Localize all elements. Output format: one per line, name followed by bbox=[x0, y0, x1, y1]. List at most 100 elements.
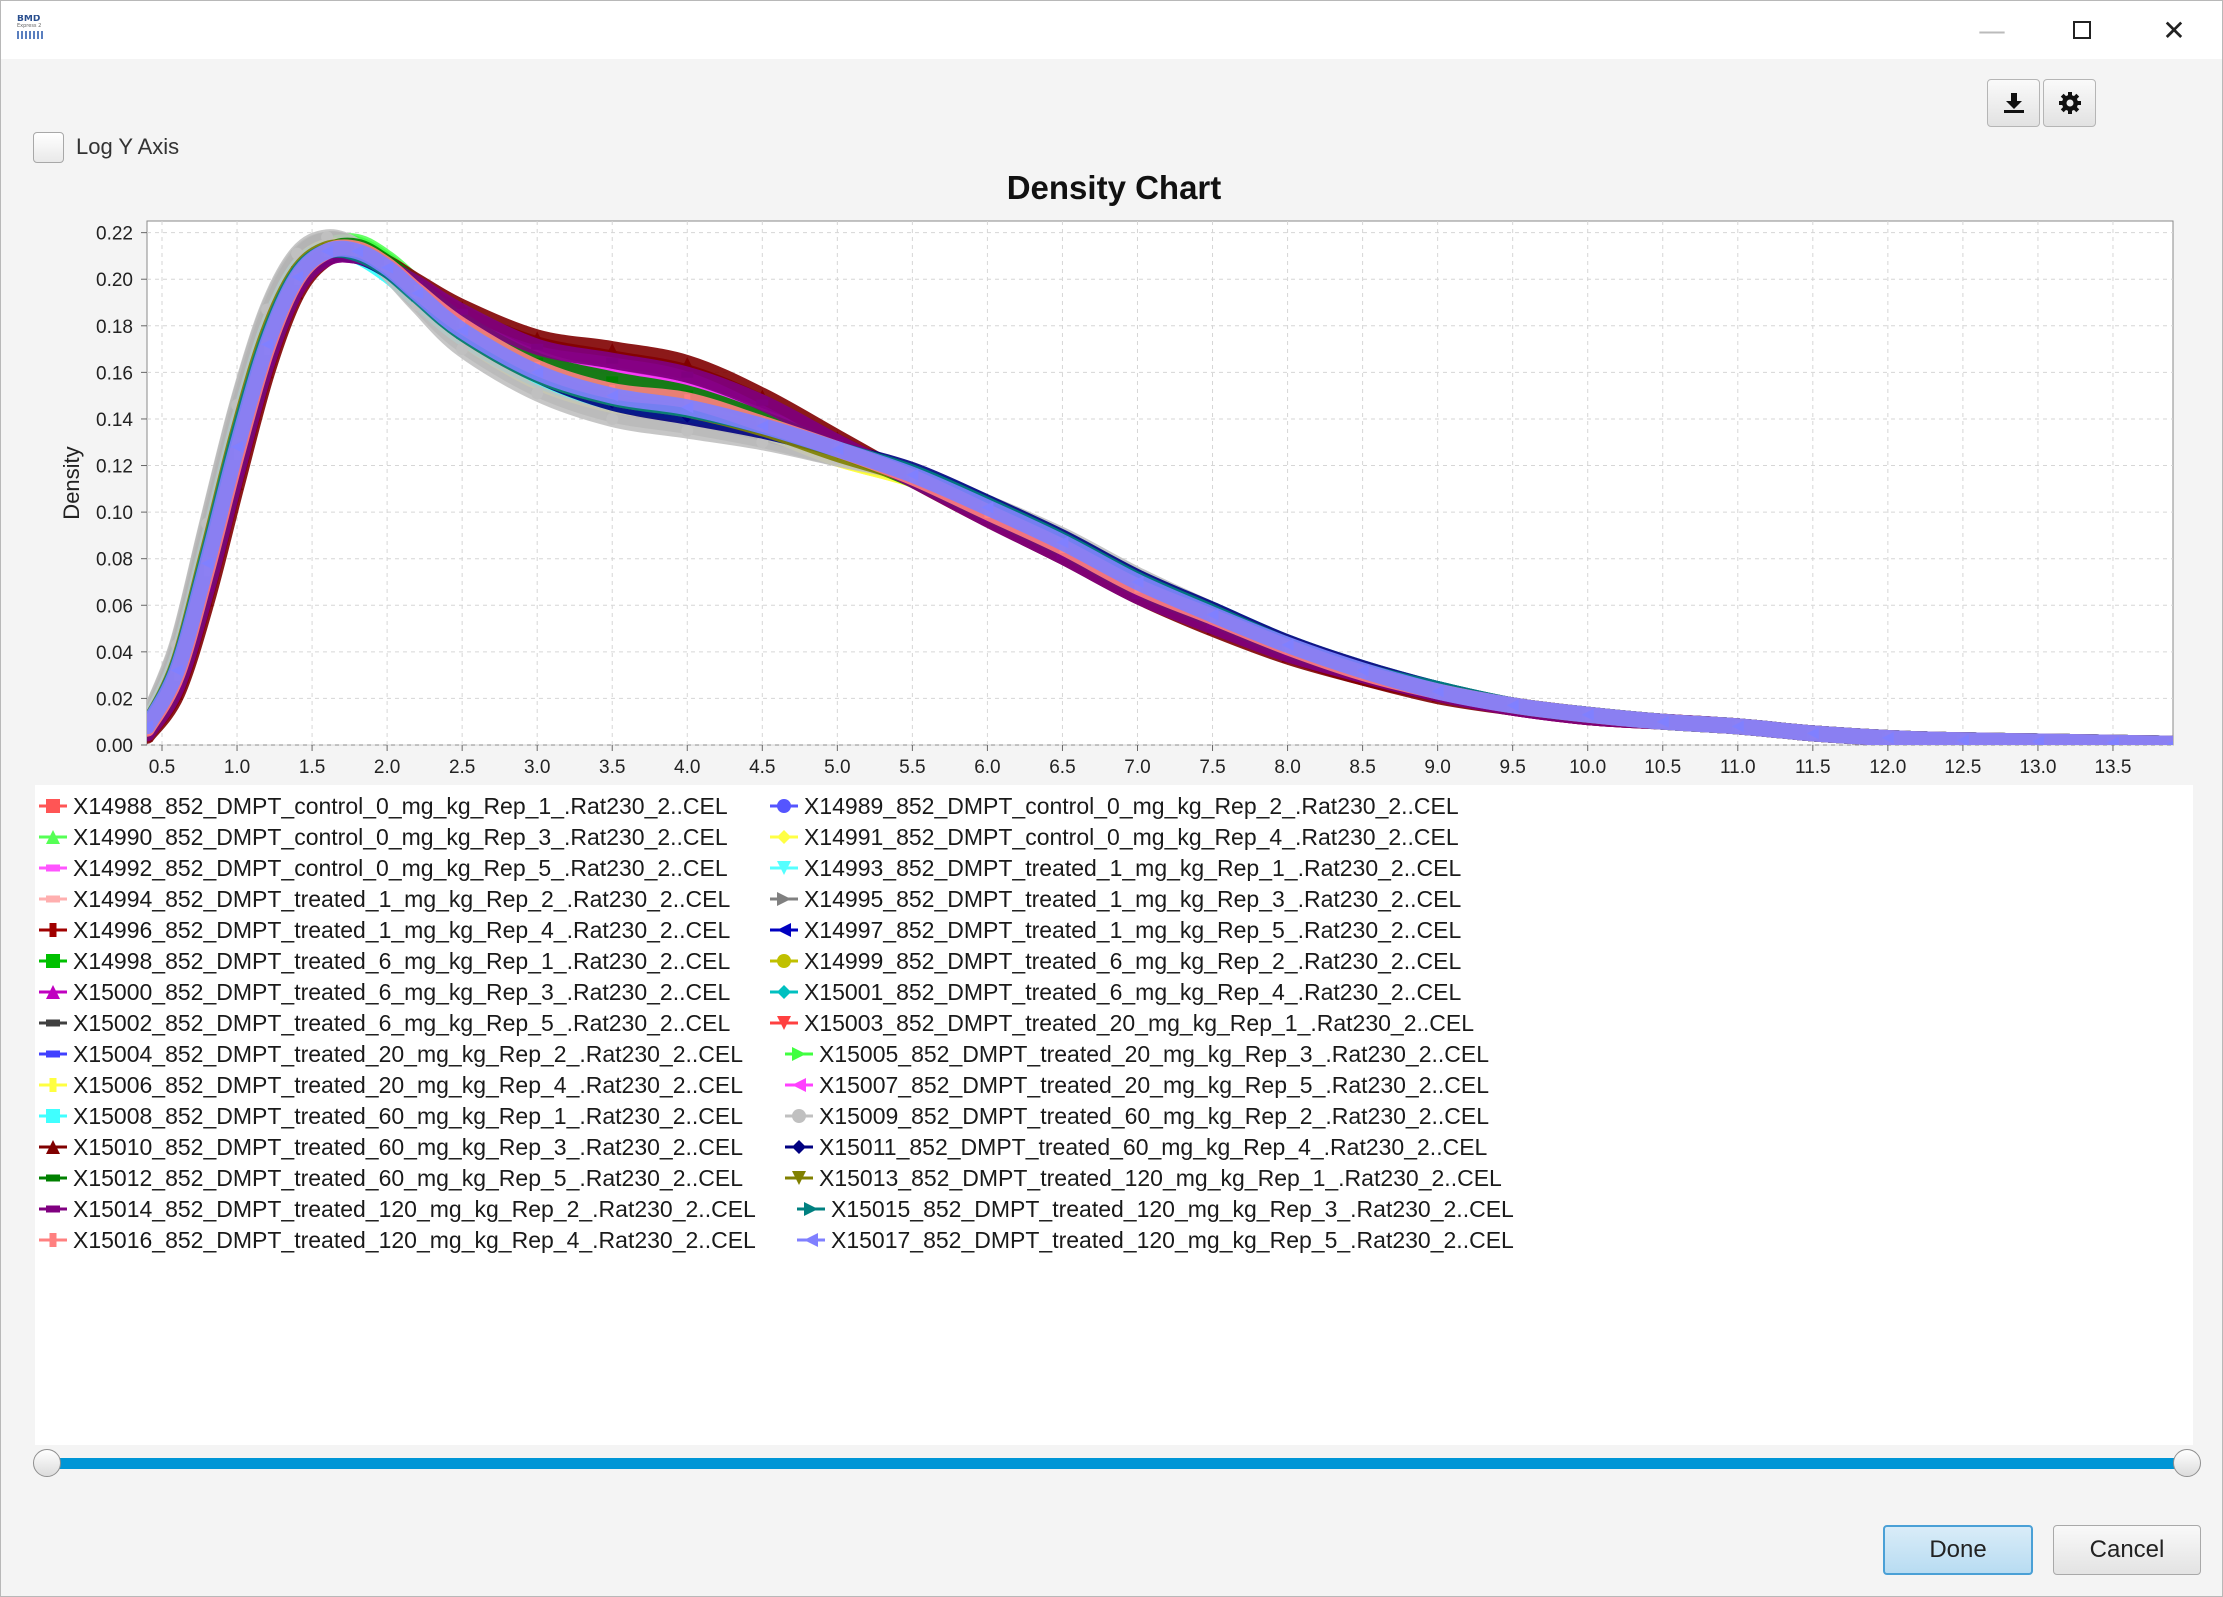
minimize-icon: — bbox=[1978, 13, 2006, 47]
y-tick-label: 0.16 bbox=[96, 363, 133, 384]
legend-marker-icon bbox=[39, 830, 67, 844]
legend-marker-icon bbox=[785, 1171, 813, 1185]
legend-item[interactable]: X14991_852_DMPT_control_0_mg_kg_Rep_4_.R… bbox=[770, 822, 1459, 852]
legend-item[interactable]: X15017_852_DMPT_treated_120_mg_kg_Rep_5_… bbox=[797, 1225, 1514, 1255]
legend-item[interactable]: X15013_852_DMPT_treated_120_mg_kg_Rep_1_… bbox=[785, 1163, 1502, 1193]
legend-item[interactable]: X14988_852_DMPT_control_0_mg_kg_Rep_1_.R… bbox=[39, 791, 728, 821]
legend-marker bbox=[777, 830, 791, 844]
chart-settings-button[interactable] bbox=[2043, 79, 2096, 127]
data-point bbox=[606, 376, 619, 383]
legend-item[interactable]: X14996_852_DMPT_treated_1_mg_kg_Rep_4_.R… bbox=[39, 915, 730, 945]
y-tick-label: 0.08 bbox=[96, 550, 133, 571]
legend-item[interactable]: X15016_852_DMPT_treated_120_mg_kg_Rep_4_… bbox=[39, 1225, 756, 1255]
legend-item[interactable]: X15010_852_DMPT_treated_60_mg_kg_Rep_3_.… bbox=[39, 1132, 743, 1162]
data-point bbox=[2167, 740, 2173, 745]
data-point bbox=[681, 371, 694, 378]
legend-label: X15001_852_DMPT_treated_6_mg_kg_Rep_4_.R… bbox=[804, 978, 1462, 1005]
x-tick-label: 10.5 bbox=[1644, 757, 1681, 778]
legend-item[interactable]: X15004_852_DMPT_treated_20_mg_kg_Rep_2_.… bbox=[39, 1039, 743, 1069]
data-point bbox=[606, 412, 619, 425]
legend-item[interactable]: X15003_852_DMPT_treated_20_mg_kg_Rep_1_.… bbox=[770, 1008, 1474, 1038]
legend-marker bbox=[46, 1019, 60, 1027]
close-button[interactable]: ✕ bbox=[2139, 7, 2209, 53]
legend-item[interactable]: X15006_852_DMPT_treated_20_mg_kg_Rep_4_.… bbox=[39, 1070, 743, 1100]
legend-item[interactable]: X15002_852_DMPT_treated_6_mg_kg_Rep_5_.R… bbox=[39, 1008, 730, 1038]
legend-item[interactable]: X15007_852_DMPT_treated_20_mg_kg_Rep_5_.… bbox=[785, 1070, 1489, 1100]
x-axis-ticks: 0.5 1.0 1.5 2.0 2.5 3.0 3.5 4.0 4.5 5.0 5.5 6.0 6.5 7… bbox=[149, 745, 2131, 778]
legend-marker bbox=[792, 1171, 806, 1185]
legend-item[interactable]: X15014_852_DMPT_treated_120_mg_kg_Rep_2_… bbox=[39, 1194, 756, 1224]
slider-track bbox=[47, 1458, 2185, 1469]
legend-label: X14992_852_DMPT_control_0_mg_kg_Rep_5_.R… bbox=[73, 854, 728, 881]
series-30 bbox=[147, 240, 2173, 745]
density-chart: Density Chart 0.000.020.040.060.080.100.… bbox=[59, 169, 2174, 778]
legend-item[interactable]: X15011_852_DMPT_treated_60_mg_kg_Rep_4_.… bbox=[785, 1132, 1487, 1162]
legend-item[interactable]: X15015_852_DMPT_treated_120_mg_kg_Rep_3_… bbox=[797, 1194, 1514, 1224]
x-tick-label: 13.0 bbox=[2019, 757, 2056, 778]
legend-marker bbox=[777, 923, 791, 937]
download-icon bbox=[2003, 93, 2024, 113]
legend-label: X15015_852_DMPT_treated_120_mg_kg_Rep_3_… bbox=[831, 1195, 1514, 1222]
export-button[interactable] bbox=[1987, 79, 2040, 127]
legend-item[interactable]: X14994_852_DMPT_treated_1_mg_kg_Rep_2_.R… bbox=[39, 884, 730, 914]
x-range-slider[interactable] bbox=[33, 1449, 2201, 1477]
y-tick-label: 0.22 bbox=[96, 224, 133, 245]
x-tick-label: 4.0 bbox=[674, 757, 700, 778]
legend-item[interactable]: X14990_852_DMPT_control_0_mg_kg_Rep_3_.R… bbox=[39, 822, 728, 852]
data-point bbox=[1206, 623, 1219, 630]
y-axis-label: Density bbox=[59, 446, 84, 519]
y-tick-label: 0.02 bbox=[96, 689, 133, 710]
legend-marker-icon bbox=[39, 1050, 67, 1058]
legend-item[interactable]: X15008_852_DMPT_treated_60_mg_kg_Rep_1_.… bbox=[39, 1101, 743, 1131]
data-point bbox=[1356, 664, 1369, 677]
legend-marker bbox=[46, 985, 60, 999]
data-point bbox=[2031, 735, 2044, 745]
legend-label: X14990_852_DMPT_control_0_mg_kg_Rep_3_.R… bbox=[73, 823, 728, 850]
cancel-button[interactable]: Cancel bbox=[2053, 1525, 2201, 1575]
legend-marker bbox=[46, 1174, 60, 1182]
legend-marker-icon bbox=[770, 892, 798, 906]
density-chart-panel: Density Chart 0.00 0.02 0.04 0.06 0.08 0.10 0.… bbox=[35, 163, 2193, 785]
legend-label: X14989_852_DMPT_control_0_mg_kg_Rep_2_.R… bbox=[804, 792, 1459, 819]
y-axis-ticks: 0.00 0.02 0.04 0.06 0.08 0.10 0.12 0.14 0.16 0.18… bbox=[96, 224, 147, 757]
legend-label: X15017_852_DMPT_treated_120_mg_kg_Rep_5_… bbox=[831, 1226, 1514, 1253]
y-tick-label: 0.12 bbox=[96, 457, 133, 478]
maximize-button[interactable] bbox=[2047, 7, 2117, 53]
legend-item[interactable]: X15009_852_DMPT_treated_60_mg_kg_Rep_2_.… bbox=[785, 1101, 1489, 1131]
legend-item[interactable]: X15000_852_DMPT_treated_6_mg_kg_Rep_3_.R… bbox=[39, 977, 730, 1007]
chart-legend: X14988_852_DMPT_control_0_mg_kg_Rep_1_.R… bbox=[35, 785, 2193, 1445]
series-layer bbox=[147, 229, 2173, 745]
title-bar: BMD Express 2 — ✕ bbox=[1, 1, 2222, 59]
data-point bbox=[1056, 536, 1069, 549]
log-y-axis-checkbox[interactable] bbox=[33, 131, 64, 163]
legend-item[interactable]: X14995_852_DMPT_treated_1_mg_kg_Rep_3_.R… bbox=[770, 884, 1461, 914]
legend-marker-icon bbox=[39, 864, 67, 872]
legend-item[interactable]: X14999_852_DMPT_treated_6_mg_kg_Rep_2_.R… bbox=[770, 946, 1461, 976]
data-point bbox=[1281, 638, 1294, 651]
legend-label: X15014_852_DMPT_treated_120_mg_kg_Rep_2_… bbox=[73, 1195, 756, 1222]
legend-item[interactable]: X14992_852_DMPT_control_0_mg_kg_Rep_5_.R… bbox=[39, 853, 728, 883]
legend-item[interactable]: X14998_852_DMPT_treated_6_mg_kg_Rep_1_.R… bbox=[39, 946, 730, 976]
data-point bbox=[1206, 608, 1219, 621]
legend-marker-icon bbox=[39, 923, 67, 937]
data-point bbox=[531, 343, 544, 350]
legend-item[interactable]: X14997_852_DMPT_treated_1_mg_kg_Rep_5_.R… bbox=[770, 915, 1461, 945]
legend-label: X15004_852_DMPT_treated_20_mg_kg_Rep_2_.… bbox=[73, 1040, 744, 1067]
data-point bbox=[261, 338, 274, 351]
legend-item[interactable]: X14989_852_DMPT_control_0_mg_kg_Rep_2_.R… bbox=[770, 791, 1459, 821]
done-button[interactable]: Done bbox=[1883, 1525, 2033, 1575]
legend-item[interactable]: X15012_852_DMPT_treated_60_mg_kg_Rep_5_.… bbox=[39, 1163, 743, 1193]
legend-item[interactable]: X15001_852_DMPT_treated_6_mg_kg_Rep_4_.R… bbox=[770, 977, 1461, 1007]
legend-marker bbox=[49, 923, 57, 937]
legend-marker bbox=[46, 864, 60, 872]
legend-label: X15002_852_DMPT_treated_6_mg_kg_Rep_5_.R… bbox=[73, 1009, 731, 1036]
slider-low-handle[interactable] bbox=[33, 1449, 61, 1477]
slider-high-handle[interactable] bbox=[2173, 1449, 2201, 1477]
legend-item[interactable]: X14993_852_DMPT_treated_1_mg_kg_Rep_1_.R… bbox=[770, 853, 1461, 883]
legend-marker bbox=[792, 1109, 806, 1123]
data-point bbox=[1131, 592, 1144, 599]
legend-item[interactable]: X15005_852_DMPT_treated_20_mg_kg_Rep_3_.… bbox=[785, 1039, 1489, 1069]
minimize-button[interactable]: — bbox=[1957, 7, 2027, 53]
legend-label: X14995_852_DMPT_treated_1_mg_kg_Rep_3_.R… bbox=[804, 885, 1462, 912]
